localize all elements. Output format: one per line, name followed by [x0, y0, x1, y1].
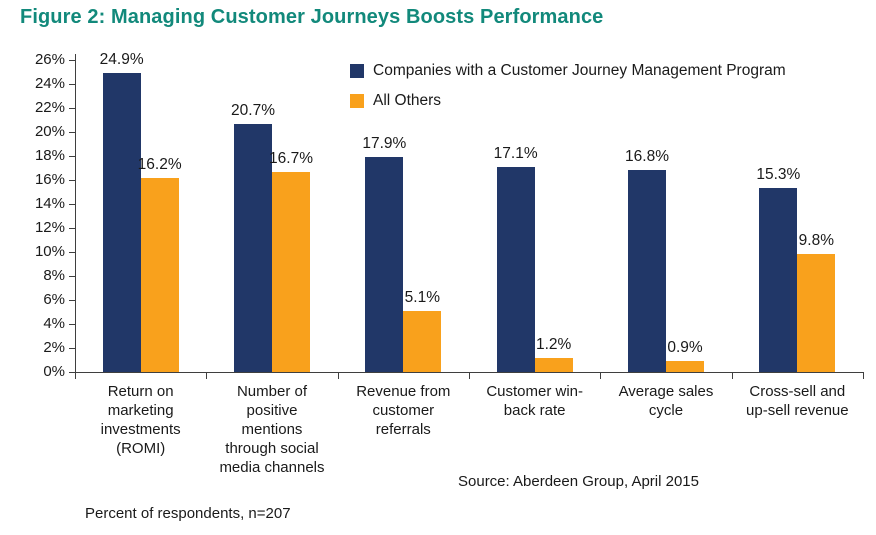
y-axis-line — [75, 54, 76, 373]
x-axis-tick-mark — [75, 373, 76, 379]
bar-program — [234, 123, 272, 372]
y-axis-tick-mark — [69, 228, 75, 229]
y-axis-tick-mark — [69, 324, 75, 325]
category-label: Return on marketing investments (ROMI) — [75, 382, 206, 458]
legend-label-series2: All Others — [373, 92, 442, 109]
y-axis-tick-mark — [69, 348, 75, 349]
category-label-text: Cross-sell and up-sell revenue — [746, 383, 849, 419]
bar-value-label: 1.2% — [535, 335, 572, 353]
legend-item-all-others: All Others — [350, 88, 786, 114]
y-axis-tick-mark — [69, 84, 75, 85]
y-axis-tick-mark — [69, 156, 75, 157]
category-label: Customer win-back rate — [469, 382, 600, 420]
x-axis-tick-mark — [206, 373, 208, 379]
bar-program — [365, 157, 404, 372]
y-axis-tick-label: 26% — [34, 51, 65, 68]
bar-value-label: 15.3% — [756, 166, 801, 184]
bar-all-others — [272, 171, 310, 372]
bar-program — [102, 73, 141, 372]
x-axis-tick-mark — [469, 373, 470, 379]
category-label-text: Return on marketing investments (ROMI) — [100, 383, 181, 457]
y-axis-tick-label: 18% — [34, 147, 65, 164]
y-axis-tick-mark — [69, 252, 75, 253]
bar-value-label: 9.8% — [798, 232, 834, 250]
y-axis-tick-label: 22% — [34, 99, 65, 116]
bar-value-label: 0.9% — [667, 339, 703, 357]
x-axis-tick-mark — [337, 373, 339, 379]
bar-all-others — [534, 357, 573, 372]
y-axis-tick-mark — [69, 132, 75, 133]
legend-swatch-series2 — [350, 94, 364, 108]
y-axis-tick-label: 24% — [34, 75, 65, 92]
y-axis-tick-label: 8% — [43, 267, 65, 284]
y-axis-tick-mark — [69, 108, 75, 109]
category-label: Cross-sell and up-sell revenue — [732, 382, 863, 420]
x-axis-tick-mark — [731, 373, 733, 379]
bar-all-others — [140, 177, 179, 372]
bar-value-label: 16.7% — [269, 149, 313, 167]
bar-program — [628, 170, 666, 372]
y-axis-tick-mark — [69, 60, 75, 61]
y-axis-tick-mark — [69, 300, 75, 301]
category-label-text: Customer win-back rate — [486, 383, 583, 419]
footnote: Percent of respondents, n=207 — [85, 505, 291, 522]
y-axis-tick-label: 16% — [34, 171, 65, 188]
y-axis-tick-label: 4% — [43, 315, 65, 332]
y-axis-tick-mark — [69, 180, 75, 181]
bar-program — [496, 166, 535, 372]
bar-value-label: 5.1% — [404, 288, 440, 306]
bar-all-others — [666, 361, 704, 372]
category-label: Number of positive mentions through soci… — [206, 382, 337, 477]
category-label-text: Revenue from customer referrals — [356, 383, 451, 438]
bar-value-label: 16.8% — [625, 148, 669, 166]
y-axis-tick-mark — [69, 204, 75, 205]
bar-value-label: 24.9% — [99, 51, 144, 69]
y-axis-tick-mark — [69, 276, 75, 277]
category-label-text: Average sales cycle — [618, 383, 714, 419]
y-axis-tick-label: 0% — [43, 363, 65, 380]
bar-all-others — [403, 310, 442, 372]
y-axis-tick-label: 20% — [34, 123, 65, 140]
category-label: Average sales cycle — [600, 382, 731, 420]
y-axis-tick-label: 10% — [34, 243, 65, 260]
y-axis-tick-label: 6% — [43, 291, 65, 308]
bar-all-others — [797, 254, 836, 372]
legend-item-program: Companies with a Customer Journey Manage… — [350, 58, 786, 84]
category-label-text: Number of positive mentions through soci… — [219, 383, 325, 476]
chart-legend: Companies with a Customer Journey Manage… — [350, 58, 786, 118]
y-axis-tick-label: 12% — [34, 219, 65, 236]
bar-value-label: 17.1% — [493, 144, 538, 162]
bar-program — [759, 188, 798, 372]
source-note: Source: Aberdeen Group, April 2015 — [458, 473, 699, 490]
y-axis-tick-label: 2% — [43, 339, 65, 356]
bar-value-label: 17.9% — [362, 135, 407, 153]
x-axis-tick-mark — [863, 373, 864, 379]
x-axis-line — [75, 372, 864, 373]
figure-title: Figure 2: Managing Customer Journeys Boo… — [20, 6, 604, 28]
y-axis-tick-label: 14% — [34, 195, 65, 212]
bar-value-label: 20.7% — [231, 101, 275, 119]
category-label: Revenue from customer referrals — [338, 382, 469, 439]
bar-value-label: 16.2% — [137, 155, 182, 173]
y-axis-tick-mark — [69, 372, 75, 373]
x-axis-tick-mark — [600, 373, 602, 379]
legend-swatch-series1 — [350, 64, 364, 78]
legend-label-series1: Companies with a Customer Journey Manage… — [373, 62, 786, 79]
